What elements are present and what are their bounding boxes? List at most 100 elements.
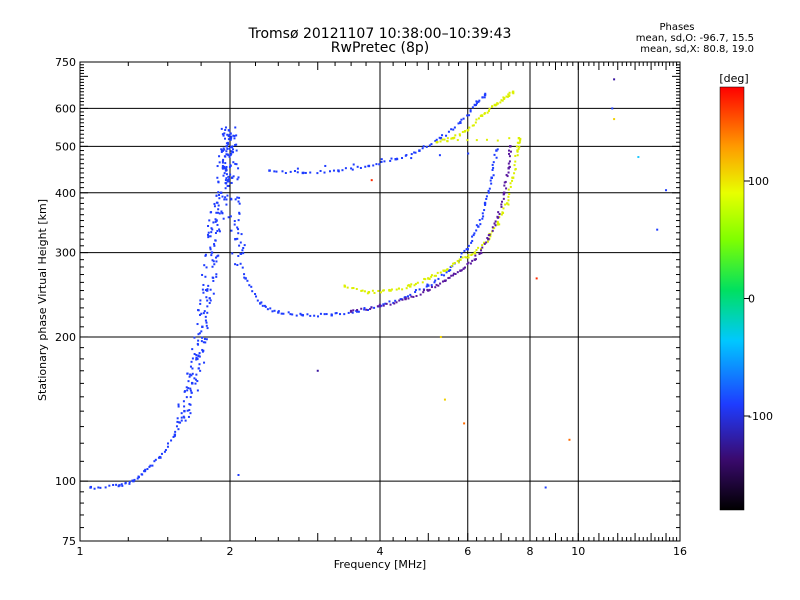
data-point bbox=[228, 155, 231, 158]
data-point bbox=[204, 254, 207, 257]
data-point bbox=[404, 297, 407, 301]
data-point bbox=[493, 153, 496, 156]
data-point bbox=[507, 188, 510, 191]
data-point bbox=[376, 305, 379, 308]
data-point bbox=[223, 165, 226, 168]
data-point bbox=[214, 256, 217, 259]
data-point bbox=[369, 307, 372, 310]
data-point bbox=[351, 311, 354, 314]
data-point bbox=[205, 266, 208, 269]
data-point bbox=[471, 239, 474, 242]
data-point bbox=[413, 151, 416, 154]
y-tick-label: 75 bbox=[62, 535, 76, 548]
data-point bbox=[200, 312, 203, 315]
data-point bbox=[194, 378, 197, 381]
data-point bbox=[454, 134, 457, 137]
data-point bbox=[410, 295, 413, 298]
data-point bbox=[149, 464, 152, 467]
data-point bbox=[466, 139, 469, 142]
data-point bbox=[428, 144, 431, 147]
data-point bbox=[227, 178, 230, 181]
data-point bbox=[483, 112, 486, 115]
data-point bbox=[177, 428, 180, 431]
data-point bbox=[213, 202, 216, 205]
data-point bbox=[202, 341, 205, 344]
data-point bbox=[316, 172, 319, 175]
data-point bbox=[225, 177, 228, 180]
data-point bbox=[414, 151, 417, 154]
data-point bbox=[508, 165, 511, 168]
x-tick-label: 16 bbox=[673, 545, 687, 558]
data-point bbox=[390, 157, 393, 160]
data-point bbox=[295, 314, 298, 317]
data-point bbox=[350, 167, 353, 170]
data-point bbox=[213, 263, 216, 266]
data-point bbox=[475, 224, 478, 227]
data-point bbox=[507, 195, 510, 198]
data-point bbox=[261, 304, 264, 307]
data-point bbox=[189, 412, 192, 415]
data-point bbox=[230, 135, 233, 138]
data-point bbox=[225, 182, 228, 185]
data-point bbox=[230, 229, 233, 232]
data-point bbox=[443, 398, 446, 401]
data-point bbox=[396, 158, 399, 161]
data-point bbox=[235, 134, 238, 137]
data-point bbox=[508, 145, 512, 148]
data-point bbox=[388, 300, 391, 303]
data-point bbox=[450, 265, 453, 268]
data-point bbox=[460, 255, 463, 258]
data-point bbox=[188, 375, 191, 378]
data-point bbox=[460, 269, 463, 272]
data-point bbox=[478, 99, 481, 102]
data-point bbox=[483, 202, 487, 205]
data-point bbox=[255, 295, 258, 298]
data-point bbox=[334, 312, 337, 315]
data-point bbox=[430, 274, 433, 277]
data-point bbox=[229, 132, 232, 135]
data-point bbox=[491, 168, 494, 171]
colorbar-tick-label: 100 bbox=[748, 175, 769, 188]
data-point bbox=[505, 173, 508, 176]
data-point bbox=[223, 172, 226, 175]
data-point bbox=[421, 147, 424, 150]
colorbar-tick-label: -100 bbox=[748, 410, 773, 423]
data-point bbox=[418, 149, 421, 152]
data-point bbox=[183, 390, 186, 393]
data-point bbox=[445, 134, 448, 137]
data-point bbox=[491, 229, 494, 232]
data-point bbox=[394, 299, 397, 302]
data-point bbox=[344, 167, 347, 170]
data-point bbox=[373, 306, 376, 309]
chart-points bbox=[89, 78, 668, 490]
y-tick-label: 100 bbox=[55, 475, 76, 488]
data-point bbox=[198, 352, 201, 355]
data-point bbox=[450, 137, 453, 140]
data-point bbox=[212, 221, 215, 224]
data-point bbox=[363, 308, 366, 311]
data-point bbox=[226, 141, 229, 144]
data-point bbox=[108, 484, 111, 487]
data-point bbox=[224, 137, 227, 140]
data-point bbox=[170, 439, 173, 442]
data-point bbox=[508, 193, 511, 196]
data-point bbox=[323, 313, 326, 316]
data-point bbox=[191, 357, 194, 360]
data-point bbox=[221, 160, 224, 163]
data-point bbox=[176, 417, 179, 420]
data-point bbox=[380, 160, 383, 163]
data-point bbox=[104, 486, 107, 489]
data-point bbox=[235, 143, 238, 146]
data-point bbox=[190, 360, 193, 363]
data-point bbox=[219, 191, 223, 194]
data-point bbox=[202, 312, 205, 315]
data-point bbox=[434, 139, 437, 142]
data-point bbox=[365, 308, 368, 311]
data-point bbox=[382, 289, 385, 292]
data-point bbox=[199, 369, 202, 372]
data-point bbox=[389, 289, 392, 292]
data-point bbox=[367, 164, 371, 168]
data-point bbox=[190, 374, 193, 377]
data-point bbox=[243, 276, 246, 279]
data-point bbox=[239, 262, 242, 265]
